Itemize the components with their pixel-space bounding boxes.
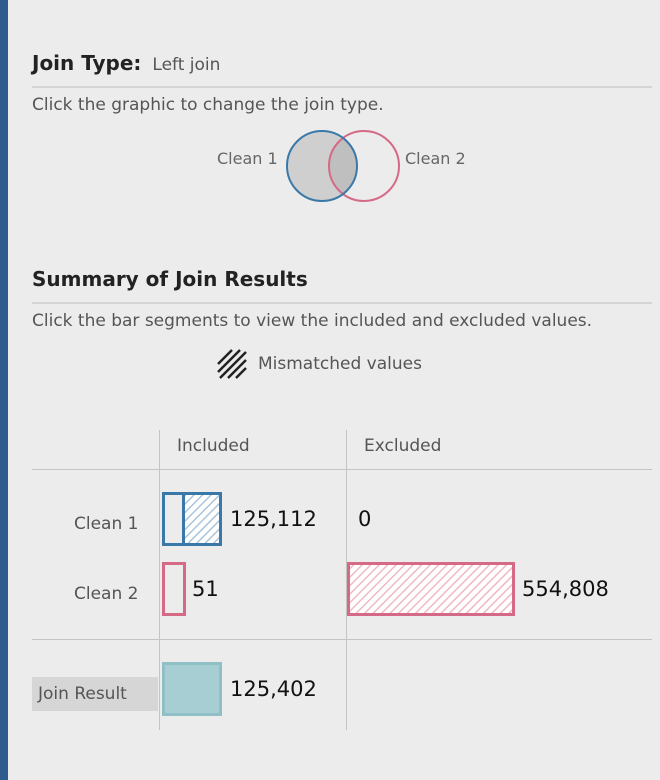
clean1-included-bar[interactable] [162, 492, 222, 546]
summary-title: Summary of Join Results [32, 267, 308, 291]
clean1-included-value: 125,112 [230, 507, 317, 531]
clean1-excluded-value: 0 [358, 507, 372, 531]
grid-line-col2 [346, 430, 347, 730]
row-label-clean1: Clean 1 [74, 514, 139, 534]
clean1-mismatched-segment[interactable] [182, 492, 222, 546]
clean2-included-value: 51 [192, 577, 219, 601]
left-accent-bar [0, 0, 8, 780]
clean2-excluded-bar[interactable] [347, 562, 515, 616]
grid-line-result [32, 639, 652, 640]
venn-left-outline [286, 130, 358, 202]
grid-line-col1 [159, 430, 160, 730]
join-type-value: Left join [152, 55, 221, 75]
venn-left-label: Clean 1 [217, 149, 278, 168]
join-type-heading: Join Type: Left join [32, 51, 220, 75]
venn-right-circle[interactable] [328, 130, 400, 202]
join-type-label: Join Type: [32, 51, 142, 75]
mismatch-legend-label: Mismatched values [258, 354, 422, 374]
join-type-divider [32, 86, 652, 88]
row-label-clean2: Clean 2 [74, 584, 139, 604]
join-type-venn-diagram[interactable] [280, 126, 406, 206]
column-header-excluded: Excluded [364, 436, 442, 456]
clean1-matched-segment[interactable] [162, 492, 185, 546]
summary-divider [32, 302, 652, 304]
join-result-value: 125,402 [230, 677, 317, 701]
venn-intersection[interactable] [329, 131, 399, 201]
grid-line-header [32, 469, 652, 470]
mismatch-hatch-icon [217, 349, 247, 379]
mismatch-legend: Mismatched values [216, 348, 422, 380]
clean2-included-bar[interactable] [162, 562, 186, 616]
column-header-included: Included [177, 436, 250, 456]
clean2-excluded-value: 554,808 [522, 577, 609, 601]
summary-hint: Click the bar segments to view the inclu… [32, 311, 593, 331]
join-type-hint: Click the graphic to change the join typ… [32, 95, 384, 115]
venn-right-label: Clean 2 [405, 149, 466, 168]
join-result-label: Join Result [32, 677, 158, 711]
join-result-bar[interactable] [162, 662, 222, 716]
